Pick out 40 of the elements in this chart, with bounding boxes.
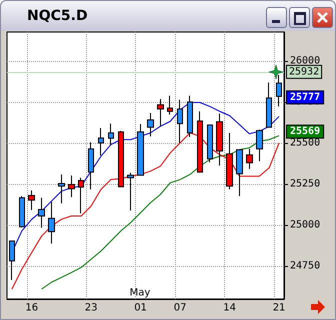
candlestick bbox=[28, 190, 35, 211]
candlestick bbox=[266, 82, 272, 128]
candlestick bbox=[48, 201, 55, 244]
annotation: 25569 bbox=[290, 126, 320, 138]
x-tick-label: 21 bbox=[272, 302, 286, 314]
y-tick-label: 24750 bbox=[290, 260, 320, 272]
candlestick bbox=[108, 123, 114, 146]
candlestick bbox=[78, 177, 84, 214]
candlestick bbox=[58, 174, 65, 204]
candlestick bbox=[88, 142, 94, 190]
candlestick bbox=[98, 127, 104, 156]
annotation: May bbox=[130, 288, 150, 298]
candlestick bbox=[187, 95, 193, 138]
candlestick bbox=[19, 196, 25, 228]
annotation: 25777 bbox=[290, 92, 320, 103]
ref-line-label: 25932 bbox=[289, 66, 320, 78]
candlestick bbox=[256, 129, 263, 162]
candlestick bbox=[147, 112, 154, 137]
candlestick bbox=[246, 148, 253, 170]
candlestick bbox=[68, 174, 75, 198]
chart-title: NQC5.D bbox=[27, 8, 88, 24]
candlestick bbox=[157, 98, 164, 127]
candlestick bbox=[137, 124, 144, 176]
x-tick-label: 07 bbox=[174, 302, 186, 314]
x-tick-label: 16 bbox=[25, 302, 38, 314]
x-tick-label: 14 bbox=[223, 302, 236, 314]
candlestick bbox=[127, 172, 134, 211]
x-tick-label: 01 bbox=[134, 302, 147, 314]
candlestick bbox=[177, 99, 183, 144]
candlestick bbox=[207, 124, 213, 163]
y-tick-label: 25250 bbox=[290, 178, 320, 190]
candlestick bbox=[167, 95, 173, 116]
candlestick bbox=[38, 197, 45, 228]
candlestick bbox=[236, 149, 243, 197]
candlestick bbox=[9, 240, 15, 280]
y-tick-label: 25000 bbox=[290, 220, 320, 231]
y-tick-label: 25500 bbox=[290, 137, 320, 148]
x-tick-label: 23 bbox=[84, 302, 98, 314]
y-tick-label: 26000 bbox=[290, 55, 320, 66]
candlestick bbox=[276, 74, 282, 107]
